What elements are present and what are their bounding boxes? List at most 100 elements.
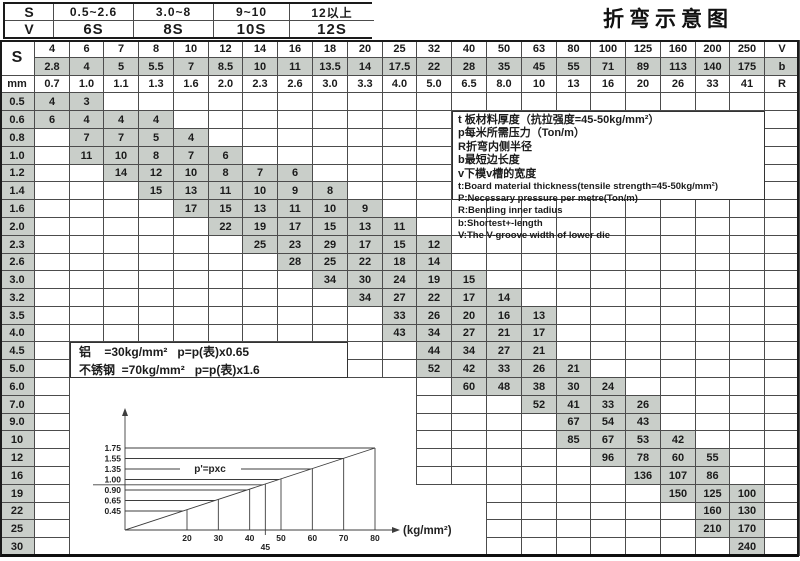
pressure-value-cell: 42	[661, 431, 696, 449]
empty-cell	[348, 111, 383, 129]
r-header-cell: 0.7	[35, 76, 70, 93]
r-header-cell: 1.6	[174, 76, 209, 93]
empty-cell	[626, 520, 661, 538]
empty-cell	[70, 236, 104, 254]
r-header-cell: 33	[696, 76, 730, 93]
empty-cell	[348, 182, 383, 200]
empty-cell	[243, 147, 278, 165]
note-line-en: b:Shortest+-length	[458, 217, 543, 229]
empty-cell	[765, 147, 800, 165]
empty-cell	[626, 218, 661, 236]
empty-cell	[35, 520, 70, 538]
pressure-value-cell: 26	[522, 360, 557, 378]
r-header-cell: 1.3	[139, 76, 174, 93]
pressure-value-cell: 210	[696, 520, 730, 538]
correction-factor-graph: (kg/mm²) 1.751.55 p'=pxc 1.351.000.900.650.…	[93, 408, 452, 552]
empty-cell	[487, 538, 522, 556]
empty-cell	[765, 360, 800, 378]
empty-cell	[696, 396, 730, 414]
pressure-value-cell: 14	[417, 254, 452, 271]
note-line-cn: t 板材料厚度（抗拉强度=45-50kg/mm²）	[458, 114, 660, 126]
empty-cell	[417, 111, 452, 129]
empty-cell	[139, 200, 174, 218]
pressure-value-cell: 44	[417, 342, 452, 360]
empty-cell	[696, 307, 730, 325]
empty-cell	[487, 218, 522, 236]
s-row-label: 1.2	[0, 165, 35, 182]
pressure-value-cell: 8	[313, 182, 348, 200]
pressure-value-cell: 7	[70, 129, 104, 147]
pressure-value-cell: 67	[557, 414, 591, 431]
b-header-cell: 5.5	[139, 58, 174, 76]
empty-cell	[557, 538, 591, 556]
graph-region	[70, 378, 417, 485]
s-corner-label: S	[0, 40, 35, 76]
note-line-cn: b最短边长度	[458, 154, 520, 167]
empty-cell	[243, 254, 278, 271]
definitions-note-box: t 板材料厚度（抗拉强度=45-50kg/mm²） p每米所需压力（Ton/m）…	[452, 111, 765, 241]
empty-cell	[765, 289, 800, 307]
pressure-value-cell: 4	[35, 93, 70, 111]
pressure-value-cell: 28	[278, 254, 313, 271]
empty-cell	[348, 360, 383, 378]
pressure-value-cell: 6	[35, 111, 70, 129]
empty-cell	[35, 271, 70, 289]
empty-cell	[696, 431, 730, 449]
r-row-label: R	[765, 76, 800, 93]
empty-cell	[730, 396, 765, 414]
r-header-cell: 2.3	[243, 76, 278, 93]
empty-cell	[174, 307, 209, 325]
selector-v-value: 8S	[134, 21, 214, 38]
empty-cell	[661, 236, 696, 254]
empty-cell	[174, 111, 209, 129]
empty-cell	[557, 325, 591, 342]
empty-cell	[661, 307, 696, 325]
empty-cell	[487, 93, 522, 111]
empty-cell	[174, 254, 209, 271]
empty-cell	[522, 93, 557, 111]
empty-cell	[591, 520, 626, 538]
pressure-value-cell: 15	[139, 182, 174, 200]
empty-cell	[696, 93, 730, 111]
b-header-cell: 113	[661, 58, 696, 76]
empty-cell	[383, 360, 417, 378]
selector-s-range: 0.5~2.6	[54, 4, 134, 21]
pressure-value-cell: 67	[591, 431, 626, 449]
empty-cell	[765, 254, 800, 271]
empty-cell	[591, 325, 626, 342]
empty-cell	[696, 342, 730, 360]
empty-cell	[557, 520, 591, 538]
empty-cell	[35, 200, 70, 218]
y-tick-label: 1.55	[104, 454, 121, 464]
empty-cell	[626, 325, 661, 342]
empty-cell	[626, 485, 661, 503]
empty-cell	[591, 236, 626, 254]
pressure-value-cell: 19	[417, 271, 452, 289]
r-header-cell: 1.0	[70, 76, 104, 93]
empty-cell	[696, 289, 730, 307]
empty-cell	[452, 236, 487, 254]
b-header-cell: 5	[104, 58, 139, 76]
empty-cell	[696, 360, 730, 378]
empty-cell	[696, 254, 730, 271]
pressure-value-cell: 85	[557, 431, 591, 449]
r-header-cell: 4.0	[383, 76, 417, 93]
pressure-value-cell: 8	[139, 147, 174, 165]
s-row-label: 12	[0, 449, 35, 467]
y-tick-label: 0.45	[104, 506, 121, 516]
annotation-label: p'=pxc	[194, 464, 226, 475]
empty-cell	[70, 254, 104, 271]
s-row-label: 16	[0, 467, 35, 485]
pressure-value-cell: 160	[696, 503, 730, 520]
empty-cell	[626, 360, 661, 378]
pressure-value-cell: 34	[313, 271, 348, 289]
empty-cell	[209, 236, 243, 254]
empty-cell	[348, 325, 383, 342]
pressure-value-cell: 6	[278, 165, 313, 182]
empty-cell	[452, 449, 487, 467]
empty-cell	[591, 218, 626, 236]
empty-cell	[626, 538, 661, 556]
r-header-cell: 6.5	[452, 76, 487, 93]
empty-cell	[487, 485, 522, 503]
